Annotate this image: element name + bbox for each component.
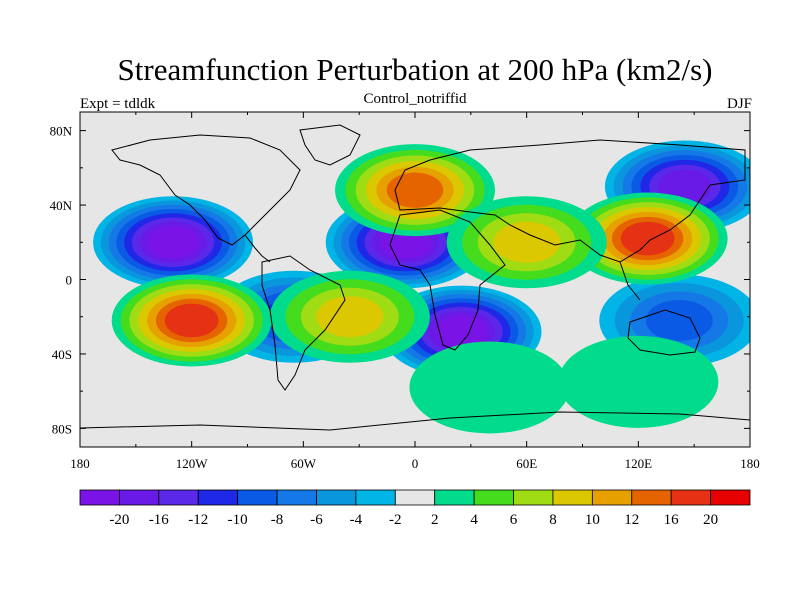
latitude-axis: 80N 40N 0 40S 80S bbox=[50, 124, 750, 436]
colorbar-label: -16 bbox=[149, 512, 169, 528]
colorbar-label: -4 bbox=[350, 512, 363, 528]
colorbar-label: -2 bbox=[389, 512, 402, 528]
indochina-coastline bbox=[619, 261, 641, 301]
colorbar-swatch bbox=[158, 489, 199, 506]
greenland-coastline bbox=[299, 124, 361, 166]
center-subtitle: Control_notriffid bbox=[363, 91, 467, 107]
lat-tick-label: 40S bbox=[52, 347, 72, 362]
lon-tick-label: 120W bbox=[176, 456, 209, 471]
lon-tick-label: 0 bbox=[412, 456, 419, 471]
contour-band bbox=[645, 299, 713, 341]
contour-band bbox=[164, 303, 219, 338]
colorbar-swatch bbox=[552, 489, 593, 506]
colorbar-swatch bbox=[473, 489, 514, 506]
lat-tick-label: 80N bbox=[50, 124, 73, 139]
lon-tick-label: 60W bbox=[291, 456, 317, 471]
colorbar-label: 8 bbox=[549, 512, 557, 528]
colorbar-label: 4 bbox=[470, 512, 478, 528]
colorbar bbox=[79, 489, 751, 506]
lon-tick-label: 120E bbox=[625, 456, 653, 471]
contour-band bbox=[386, 172, 444, 208]
contour-band bbox=[409, 341, 570, 434]
colorbar-swatch bbox=[670, 489, 711, 506]
contour-band bbox=[493, 221, 561, 263]
lat-tick-label: 0 bbox=[66, 273, 73, 288]
plot-title: Streamfunction Perturbation at 200 hPa (… bbox=[118, 52, 713, 87]
colorbar-swatch bbox=[513, 489, 554, 506]
south-america-coastline bbox=[261, 255, 346, 391]
colorbar-label: 10 bbox=[585, 512, 600, 528]
season-label: DJF bbox=[727, 96, 752, 112]
contour-band bbox=[558, 335, 719, 428]
colorbar-swatch bbox=[79, 489, 120, 506]
contour-band bbox=[316, 296, 384, 338]
contour-fields bbox=[93, 140, 750, 434]
longitude-axis: 180 120W 60W 0 60E 120E 180 bbox=[70, 112, 760, 471]
colorbar-labels: -20 -16 -12 -10 -8 -6 -4 -2 2 4 6 8 10 12 16 20 bbox=[109, 512, 718, 528]
contour-band bbox=[435, 315, 488, 348]
colorbar-label: 6 bbox=[510, 512, 518, 528]
contour-band bbox=[147, 226, 199, 259]
colorbar-swatch bbox=[434, 489, 475, 506]
colorbar-swatch bbox=[710, 489, 751, 506]
colorbar-swatch bbox=[355, 489, 396, 506]
eurasia-coastline bbox=[394, 139, 746, 263]
map-area bbox=[80, 112, 750, 447]
colorbar-label: 2 bbox=[431, 512, 439, 528]
colorbar-label: -8 bbox=[271, 512, 284, 528]
australia-coastline bbox=[627, 309, 701, 356]
contour-band bbox=[620, 221, 675, 256]
lat-tick-label: 80S bbox=[52, 421, 72, 436]
lon-tick-label: 180 bbox=[740, 456, 760, 471]
colorbar-label: 16 bbox=[664, 512, 680, 528]
antarctica-coastline bbox=[80, 411, 750, 431]
lon-tick-label: 60E bbox=[516, 456, 537, 471]
coastlines bbox=[80, 124, 750, 431]
colorbar-label: -20 bbox=[109, 512, 129, 528]
colorbar-label: -6 bbox=[310, 512, 323, 528]
colorbar-label: 12 bbox=[624, 512, 639, 528]
colorbar-swatch bbox=[316, 489, 357, 506]
colorbar-swatch bbox=[631, 489, 672, 506]
colorbar-label: 20 bbox=[703, 512, 718, 528]
africa-coastline bbox=[389, 209, 506, 351]
colorbar-label: -10 bbox=[228, 512, 248, 528]
colorbar-swatch bbox=[276, 489, 317, 506]
colorbar-label: -12 bbox=[188, 512, 208, 528]
colorbar-swatch bbox=[197, 489, 239, 506]
colorbar-swatch bbox=[119, 489, 160, 506]
lat-tick-label: 40N bbox=[50, 198, 73, 213]
colorbar-swatch bbox=[237, 489, 278, 506]
colorbar-swatch bbox=[394, 489, 436, 506]
central-america-coastline bbox=[244, 234, 271, 263]
experiment-label: Expt = tdldk bbox=[80, 96, 156, 112]
colorbar-swatch bbox=[591, 489, 633, 506]
lon-tick-label: 180 bbox=[70, 456, 90, 471]
